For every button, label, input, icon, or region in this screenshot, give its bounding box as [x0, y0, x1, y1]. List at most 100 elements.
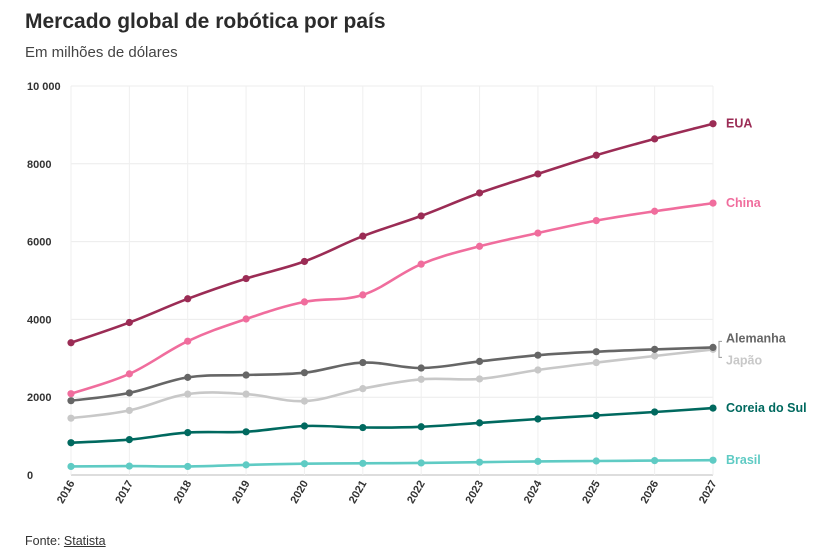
data-point-eua	[359, 232, 367, 240]
data-point-alemanha	[300, 369, 309, 377]
data-point-jap-o	[534, 366, 542, 374]
data-point-coreia-do-sul	[359, 423, 367, 432]
data-point-brasil	[592, 457, 600, 465]
data-point-china	[359, 291, 367, 299]
label-layer: EUA China Alemanha Japão Coreia do Sul Brasil	[718, 117, 807, 467]
data-point-alemanha	[359, 358, 367, 367]
data-point-brasil	[184, 462, 192, 471]
data-point-alemanha	[417, 364, 425, 372]
data-point-brasil	[651, 457, 659, 465]
data-point-coreia-do-sul	[592, 411, 600, 420]
data-point-alemanha	[67, 397, 75, 405]
series-line-eua	[69, 122, 715, 345]
data-point-alemanha	[592, 348, 600, 356]
series-line-alemanha	[69, 346, 715, 403]
data-point-brasil	[125, 462, 133, 470]
data-point-coreia-do-sul	[417, 423, 425, 431]
chart-subtitle: Em milhões de dólares	[25, 44, 178, 61]
chart-title: Mercado global de robótica por país	[25, 10, 386, 33]
data-point-brasil	[709, 456, 717, 464]
data-point-jap-o	[67, 414, 75, 422]
x-tick-label: 2026	[639, 479, 662, 506]
x-tick-label: 2023	[464, 479, 487, 506]
data-point-alemanha	[534, 351, 542, 359]
source-link[interactable]: Statista	[63, 534, 106, 548]
data-point-eua	[592, 151, 600, 159]
x-tick-label: 2018	[172, 479, 195, 506]
data-point-coreia-do-sul	[475, 419, 484, 427]
x-tick-label: 2016	[55, 479, 78, 506]
series-label-china: China	[726, 196, 762, 210]
data-point-brasil	[67, 462, 75, 471]
y-tick-label: 4000	[27, 314, 51, 326]
series-line-brasil	[69, 458, 715, 468]
data-point-china	[184, 337, 192, 345]
series-line-jap-o	[69, 348, 715, 420]
data-point-jap-o	[417, 375, 425, 383]
label-bracket	[718, 340, 722, 358]
series-label-coreia-do-sul: Coreia do Sul	[726, 401, 807, 415]
source-prefix: Fonte:	[25, 534, 64, 548]
data-point-alemanha	[709, 343, 717, 352]
data-point-eua	[709, 120, 717, 128]
x-tick-label: 2021	[347, 479, 370, 506]
data-point-alemanha	[242, 371, 250, 379]
data-point-coreia-do-sul	[300, 422, 309, 430]
source-note: Fonte: Statista	[25, 534, 106, 548]
data-point-brasil	[534, 457, 542, 465]
data-point-china	[300, 298, 309, 306]
x-tick-label: 2020	[288, 479, 311, 506]
x-tick-label: 2024	[522, 478, 545, 506]
x-tick-label: 2017	[113, 479, 136, 506]
data-point-jap-o	[651, 352, 659, 360]
data-point-brasil	[242, 461, 250, 469]
data-point-china	[125, 370, 133, 378]
series-label-brasil: Brasil	[726, 453, 761, 467]
y-tick-label: 2000	[27, 392, 51, 404]
series-line-coreia-do-sul	[69, 406, 715, 445]
data-point-jap-o	[125, 406, 133, 415]
data-point-jap-o	[242, 390, 250, 398]
data-point-china	[417, 260, 425, 268]
line-chart: 0 2000 4000 6000 8000 10 000 2016 2017 2018 2019 2…	[27, 81, 807, 506]
data-point-jap-o	[300, 397, 309, 405]
data-point-china	[475, 242, 484, 250]
data-point-eua	[651, 135, 659, 143]
x-tick-label: 2027	[697, 479, 720, 506]
series-label-eua: EUA	[726, 117, 752, 131]
data-point-china	[242, 315, 250, 323]
data-point-eua	[242, 274, 250, 283]
data-point-alemanha	[125, 389, 133, 397]
data-point-coreia-do-sul	[125, 436, 133, 444]
y-tick-label: 6000	[27, 237, 51, 249]
data-point-eua	[125, 318, 133, 327]
data-point-jap-o	[592, 358, 600, 367]
data-point-eua	[475, 189, 484, 197]
data-point-eua	[417, 212, 425, 220]
series-layer	[67, 120, 717, 471]
x-tick-label: 2019	[230, 479, 253, 506]
data-point-jap-o	[359, 385, 367, 393]
data-point-coreia-do-sul	[242, 428, 250, 436]
data-point-eua	[67, 339, 75, 347]
data-point-coreia-do-sul	[534, 415, 542, 423]
data-point-alemanha	[475, 357, 484, 366]
y-tick-label: 0	[27, 470, 33, 482]
data-point-china	[67, 390, 75, 398]
data-point-alemanha	[651, 345, 659, 353]
data-point-eua	[534, 170, 542, 178]
data-point-china	[592, 216, 600, 225]
data-point-china	[651, 207, 659, 215]
data-point-brasil	[475, 458, 484, 466]
data-point-coreia-do-sul	[184, 428, 192, 437]
data-point-brasil	[300, 460, 309, 468]
data-point-brasil	[359, 459, 367, 467]
data-point-brasil	[417, 459, 425, 467]
y-tick-label: 8000	[27, 159, 51, 171]
data-point-coreia-do-sul	[67, 439, 75, 447]
data-point-china	[534, 229, 542, 237]
data-point-eua	[184, 295, 192, 303]
data-point-jap-o	[184, 390, 192, 398]
data-point-jap-o	[475, 375, 484, 383]
data-point-alemanha	[184, 373, 192, 381]
